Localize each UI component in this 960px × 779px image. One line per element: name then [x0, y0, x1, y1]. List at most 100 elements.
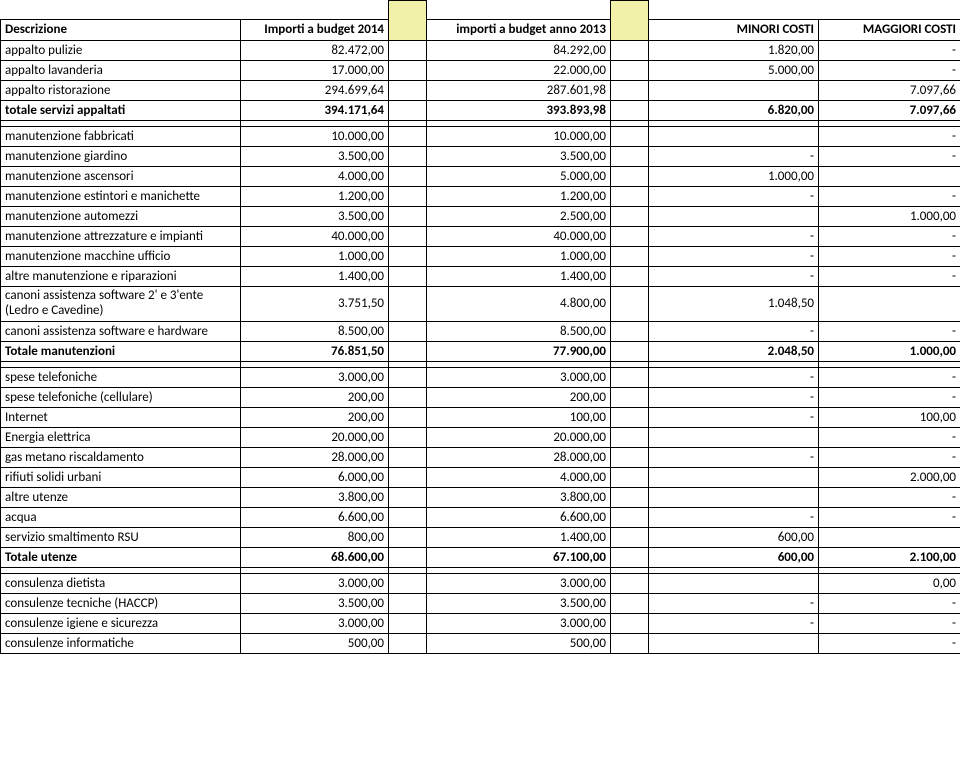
h-c4-top — [427, 1, 611, 20]
cell-spacer-2 — [611, 147, 649, 167]
col-budget-2014: Importi a budget 2014 — [241, 19, 389, 40]
cell-spacer-1 — [389, 593, 427, 613]
cell-spacer-1 — [389, 287, 427, 322]
data-row: manutenzione estintori e manichette1.200… — [1, 187, 960, 207]
cell-spacer-1 — [389, 387, 427, 407]
cell-minori — [649, 487, 819, 507]
data-row: Internet200,00100,00-100,00 — [1, 407, 960, 427]
cell-maggiori: 1.000,00 — [819, 341, 960, 361]
cell-minori: 1.820,00 — [649, 41, 819, 61]
cell-budget-2013: 1.200,00 — [427, 187, 611, 207]
cell-minori: - — [649, 147, 819, 167]
cell-spacer-1 — [389, 527, 427, 547]
cell-budget-2013: 2.500,00 — [427, 207, 611, 227]
cell-desc: acqua — [1, 507, 241, 527]
cell-desc: totale servizi appaltati — [1, 101, 241, 121]
cell-spacer-1 — [389, 247, 427, 267]
cell-spacer-2 — [611, 167, 649, 187]
cell-minori — [649, 81, 819, 101]
data-row: gas metano riscaldamento28.000,0028.000,… — [1, 447, 960, 467]
cell-minori: - — [649, 613, 819, 633]
cell-maggiori: - — [819, 41, 960, 61]
cell-maggiori: 2.100,00 — [819, 547, 960, 567]
cell-spacer-2 — [611, 247, 649, 267]
cell-minori: 6.820,00 — [649, 101, 819, 121]
cell-budget-2014: 3.500,00 — [241, 147, 389, 167]
data-row: spese telefoniche (cellulare)200,00200,0… — [1, 387, 960, 407]
cell-spacer-2 — [611, 613, 649, 633]
cell-maggiori: - — [819, 447, 960, 467]
h-c7-top — [819, 1, 960, 20]
cell-maggiori: - — [819, 227, 960, 247]
data-row: altre utenze3.800,003.800,00- — [1, 487, 960, 507]
cell-budget-2013: 1.000,00 — [427, 247, 611, 267]
cell-budget-2014: 3.751,50 — [241, 287, 389, 322]
cell-budget-2014: 28.000,00 — [241, 447, 389, 467]
cell-budget-2014: 20.000,00 — [241, 427, 389, 447]
data-row: manutenzione attrezzature e impianti40.0… — [1, 227, 960, 247]
cell-maggiori: 100,00 — [819, 407, 960, 427]
h-desc-top — [1, 1, 241, 20]
cell-spacer-2 — [611, 81, 649, 101]
cell-spacer-1 — [389, 321, 427, 341]
cell-maggiori — [819, 527, 960, 547]
cell-spacer-2 — [611, 527, 649, 547]
cell-budget-2014: 4.000,00 — [241, 167, 389, 187]
cell-spacer-2 — [611, 101, 649, 121]
cell-minori: 2.048,50 — [649, 341, 819, 361]
cell-maggiori: - — [819, 633, 960, 653]
cell-budget-2014: 3.800,00 — [241, 487, 389, 507]
data-row: servizio smaltimento RSU800,001.400,0060… — [1, 527, 960, 547]
data-row: appalto lavanderia17.000,0022.000,005.00… — [1, 61, 960, 81]
cell-spacer-1 — [389, 507, 427, 527]
cell-maggiori: - — [819, 61, 960, 81]
cell-desc: canoni assistenza software 2' e 3'ente (… — [1, 287, 241, 322]
cell-spacer-2 — [611, 427, 649, 447]
cell-budget-2014: 6.000,00 — [241, 467, 389, 487]
cell-maggiori — [819, 167, 960, 187]
cell-minori: - — [649, 407, 819, 427]
cell-budget-2013: 4.800,00 — [427, 287, 611, 322]
cell-maggiori: - — [819, 367, 960, 387]
cell-desc: spese telefoniche (cellulare) — [1, 387, 241, 407]
cell-budget-2014: 3.000,00 — [241, 573, 389, 593]
cell-budget-2013: 4.000,00 — [427, 467, 611, 487]
data-row: canoni assistenza software 2' e 3'ente (… — [1, 287, 960, 322]
cell-budget-2013: 3.500,00 — [427, 593, 611, 613]
cell-maggiori: - — [819, 613, 960, 633]
cell-desc: manutenzione fabbricati — [1, 127, 241, 147]
cell-spacer-1 — [389, 467, 427, 487]
cell-budget-2013: 500,00 — [427, 633, 611, 653]
cell-minori: - — [649, 447, 819, 467]
data-row: consulenze tecniche (HACCP)3.500,003.500… — [1, 593, 960, 613]
cell-budget-2014: 3.000,00 — [241, 367, 389, 387]
cell-budget-2013: 1.400,00 — [427, 527, 611, 547]
cell-spacer-1 — [389, 41, 427, 61]
cell-budget-2013: 77.900,00 — [427, 341, 611, 361]
cell-budget-2013: 3.500,00 — [427, 147, 611, 167]
cell-desc: Totale utenze — [1, 547, 241, 567]
cell-budget-2014: 200,00 — [241, 407, 389, 427]
cell-spacer-1 — [389, 407, 427, 427]
cell-budget-2014: 294.699,64 — [241, 81, 389, 101]
col-budget-2013: importi a budget anno 2013 — [427, 19, 611, 40]
cell-budget-2013: 287.601,98 — [427, 81, 611, 101]
cell-minori: 600,00 — [649, 527, 819, 547]
data-row: consulenze informatiche500,00500,00- — [1, 633, 960, 653]
cell-budget-2014: 3.500,00 — [241, 593, 389, 613]
cell-desc: altre utenze — [1, 487, 241, 507]
cell-maggiori: - — [819, 187, 960, 207]
cell-spacer-2 — [611, 593, 649, 613]
cell-spacer-1 — [389, 367, 427, 387]
cell-spacer-2 — [611, 321, 649, 341]
cell-desc: appalto ristorazione — [1, 81, 241, 101]
h-c2-top — [241, 1, 389, 20]
cell-minori: - — [649, 247, 819, 267]
cell-budget-2013: 67.100,00 — [427, 547, 611, 567]
h-c5-top — [611, 1, 649, 41]
cell-spacer-1 — [389, 127, 427, 147]
cell-desc: consulenze igiene e sicurezza — [1, 613, 241, 633]
cell-spacer-1 — [389, 61, 427, 81]
cell-desc: Totale manutenzioni — [1, 341, 241, 361]
budget-table: DescrizioneImporti a budget 2014importi … — [0, 0, 960, 654]
